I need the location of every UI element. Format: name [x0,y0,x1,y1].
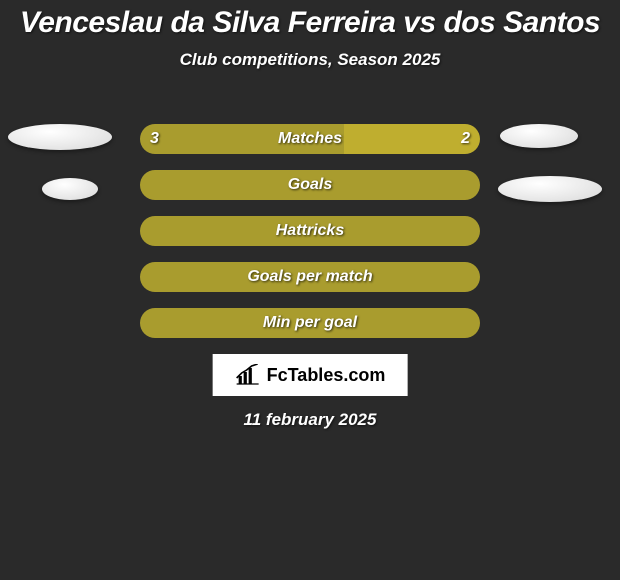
stat-row: Hattricks [0,208,620,254]
stat-bar: Goals per match [140,262,480,292]
brand-text: FcTables.com [267,365,386,386]
comparison-chart: 32MatchesGoalsHattricksGoals per matchMi… [0,116,620,346]
page-title: Venceslau da Silva Ferreira vs dos Santo… [0,0,620,40]
stat-bar-left [140,308,480,338]
brand-chart-icon [235,364,261,386]
stat-row: Goals [0,162,620,208]
stat-bar-right [344,124,480,154]
stat-value-left: 3 [150,124,159,154]
stat-bar: 32Matches [140,124,480,154]
stat-row: 32Matches [0,116,620,162]
date-line: 11 february 2025 [0,410,620,430]
subtitle: Club competitions, Season 2025 [0,50,620,70]
stat-bar: Hattricks [140,216,480,246]
stat-bar-left [140,262,480,292]
stat-bar: Goals [140,170,480,200]
stat-bar-left [140,170,480,200]
brand-badge: FcTables.com [213,354,408,396]
stat-row: Min per goal [0,300,620,346]
stat-bar: Min per goal [140,308,480,338]
stat-bar-left [140,216,480,246]
stat-bar-left [140,124,344,154]
stat-value-right: 2 [461,124,470,154]
stat-row: Goals per match [0,254,620,300]
